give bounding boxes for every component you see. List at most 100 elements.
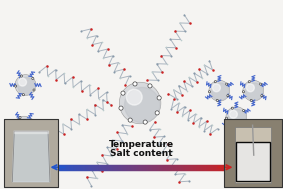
Bar [172,165,173,170]
Bar [145,165,146,170]
Bar [179,165,180,170]
Circle shape [209,91,211,93]
Bar [127,165,128,170]
Bar [106,165,107,170]
Bar [84,165,85,170]
Bar [109,165,110,170]
Text: Temperature: Temperature [109,140,174,149]
Bar [119,165,120,170]
Bar [190,165,191,170]
Bar [140,165,141,170]
Bar [129,165,130,170]
Bar [193,165,194,170]
Bar [137,165,138,170]
Bar [148,165,149,170]
Bar [132,165,133,170]
Bar [153,165,154,170]
Bar [133,165,134,170]
Bar [121,165,122,170]
Text: Salt content: Salt content [110,149,173,158]
Bar [81,165,82,170]
Bar [224,165,225,170]
Bar [100,165,101,170]
Bar [182,165,183,170]
Bar [93,165,94,170]
Bar [60,165,61,170]
Bar [102,165,103,170]
Bar [77,165,78,170]
Bar [126,165,127,170]
Bar [198,165,199,170]
Bar [79,165,80,170]
Bar [89,165,90,170]
Bar [112,165,113,170]
Bar [78,165,79,170]
Bar [222,165,223,170]
Bar [96,165,97,170]
Bar [194,165,195,170]
Bar [138,165,139,170]
Bar [59,165,60,170]
Circle shape [119,82,161,124]
Bar [134,165,135,170]
Bar [226,165,227,170]
Bar [149,165,150,170]
Bar [72,165,73,170]
Circle shape [243,80,264,101]
Bar [212,165,213,170]
Circle shape [148,84,152,88]
Circle shape [14,116,35,137]
Bar [91,165,92,170]
Bar [76,165,77,170]
Bar [162,165,163,170]
Bar [165,165,166,170]
Bar [170,165,171,170]
Bar [143,165,144,170]
Bar [152,165,153,170]
Bar [211,165,212,170]
Bar [228,165,229,170]
Bar [192,165,193,170]
Bar [82,165,83,170]
Bar [216,165,217,170]
Bar [205,165,206,170]
Bar [169,165,170,170]
Bar [174,165,175,170]
Bar [139,165,140,170]
Circle shape [157,96,161,100]
Bar [54,165,55,170]
Bar [150,165,151,170]
Bar [87,165,88,170]
Bar [146,165,147,170]
Bar [116,165,117,170]
Bar [218,165,219,170]
Bar [95,165,96,170]
Bar [131,165,132,170]
Bar [71,165,72,170]
Circle shape [32,77,34,80]
Bar [55,165,56,170]
Polygon shape [12,131,50,182]
Bar [215,165,216,170]
Bar [217,165,218,170]
Bar [130,165,131,170]
Bar [167,165,168,170]
Bar [117,165,118,170]
Circle shape [133,82,137,86]
Bar [184,165,185,170]
Bar [164,165,165,170]
Bar [66,165,67,170]
Bar [108,165,109,170]
Bar [107,165,108,170]
Bar [98,165,99,170]
Bar [61,165,63,170]
Bar [144,165,145,170]
Circle shape [15,85,17,87]
Bar [203,165,204,170]
Bar [57,165,58,170]
Circle shape [226,117,228,119]
Bar [147,165,148,170]
Bar [161,165,162,170]
FancyBboxPatch shape [4,119,58,187]
Bar [135,165,136,170]
